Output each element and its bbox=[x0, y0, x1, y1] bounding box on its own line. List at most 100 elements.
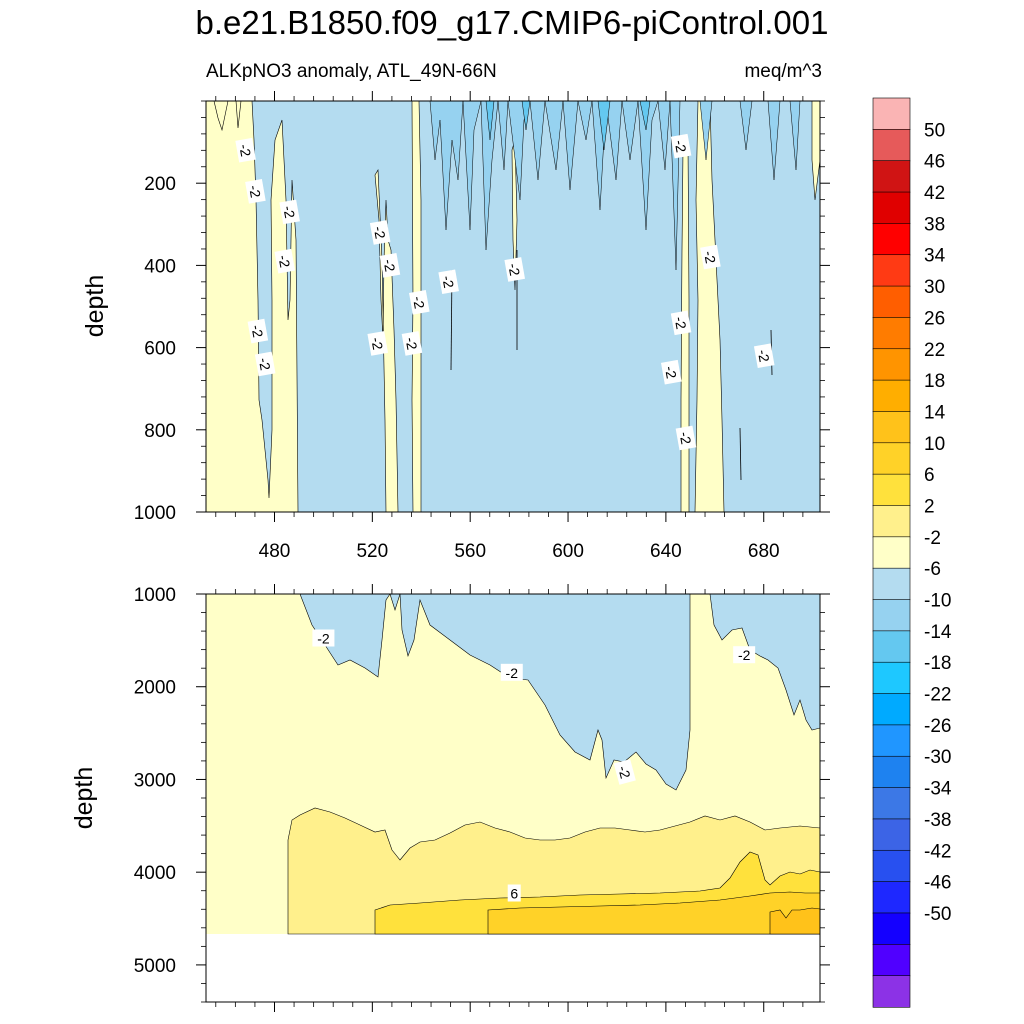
colorbar-swatch bbox=[872, 661, 911, 695]
top-dark-blue-spikes bbox=[429, 101, 801, 271]
contour-label-bg bbox=[367, 331, 389, 356]
y-tick-label: 1000 bbox=[134, 585, 176, 606]
bottom-blue-region-2 bbox=[709, 594, 820, 731]
contour-label: -2 bbox=[247, 318, 269, 344]
contour-label: -2 bbox=[504, 257, 525, 282]
contour-label: -2 bbox=[409, 289, 430, 315]
contour-label-text: -2 bbox=[368, 336, 386, 351]
colorbar-swatch bbox=[872, 473, 911, 507]
colorbar-label: 6 bbox=[924, 465, 935, 486]
contour-label-bg bbox=[401, 331, 423, 356]
colorbar-swatch bbox=[872, 129, 911, 162]
colorbar-swatch bbox=[872, 317, 911, 350]
colorbar-label: 30 bbox=[924, 277, 945, 298]
y-tick-label: 600 bbox=[144, 339, 176, 360]
colorbar-label: -46 bbox=[924, 873, 951, 894]
contour-label-bg bbox=[247, 318, 269, 344]
y-tick-label: 800 bbox=[144, 421, 176, 442]
colorbar-swatch bbox=[872, 285, 911, 319]
colorbar-swatch bbox=[872, 975, 911, 1008]
x-tick-label: 480 bbox=[259, 541, 291, 562]
contour-label-text: -2 bbox=[248, 324, 266, 339]
contour-label-text: -2 bbox=[701, 250, 719, 265]
x-tick-label: 520 bbox=[356, 541, 388, 562]
bottom-contour-labels: -2 -2 -2 -2 6 bbox=[312, 629, 756, 902]
contour-label: -2 bbox=[438, 269, 459, 295]
colorbar-label: 50 bbox=[924, 120, 945, 141]
bottom-panel bbox=[206, 594, 820, 935]
y-tick-label: 5000 bbox=[134, 956, 176, 977]
colorbar-label: -26 bbox=[924, 716, 951, 737]
y-tick-label: 4000 bbox=[134, 863, 176, 884]
contour-label-text: -2 bbox=[672, 315, 690, 330]
contour-label-bg bbox=[700, 244, 721, 270]
colorbar-swatch bbox=[872, 630, 911, 663]
contour-label-bg bbox=[660, 359, 682, 385]
contour-label: -2 bbox=[753, 343, 775, 369]
contour-label-text: -2 bbox=[275, 254, 293, 269]
contour-label: -2 bbox=[279, 199, 300, 225]
colorbar-label: -30 bbox=[924, 747, 951, 768]
contour-label-bg bbox=[753, 343, 775, 369]
colorbar-label: 42 bbox=[924, 183, 945, 204]
colorbar-label: -6 bbox=[924, 559, 941, 580]
colorbar-label: 34 bbox=[924, 246, 946, 267]
contour-label-text: -2 bbox=[738, 647, 751, 663]
colorbar-swatch bbox=[872, 881, 911, 914]
colorbar: 50 46 42 38 34 30 26 22 18 14 10 6 2 -2 -6 -10 -14 -18 -22… bbox=[872, 97, 952, 1008]
y-tick-label: 400 bbox=[144, 256, 176, 277]
contour-label: 6 bbox=[507, 884, 521, 902]
contour-label-bg bbox=[279, 199, 300, 225]
y-tick-label: 200 bbox=[144, 174, 176, 195]
colorbar-swatch bbox=[872, 944, 911, 977]
colorbar-swatch bbox=[872, 191, 911, 224]
colorbar-swatch bbox=[872, 379, 911, 413]
y-tick-label: 1000 bbox=[134, 503, 176, 524]
top-medium-blue-patches bbox=[485, 101, 651, 151]
panel-subtitle-variable: ALKpNO3 anomaly, ATL_49N-66N bbox=[206, 61, 497, 82]
colorbar-swatch bbox=[872, 599, 911, 632]
top-contour-line-1 bbox=[739, 427, 742, 481]
colorbar-label: -18 bbox=[924, 653, 951, 674]
contour-label-bg bbox=[438, 269, 459, 295]
contour-label-text: -2 bbox=[615, 764, 634, 780]
contour-label: -2 bbox=[670, 310, 692, 336]
colorbar-label: -38 bbox=[924, 810, 951, 831]
y-tick-label: 3000 bbox=[134, 770, 176, 791]
colorbar-label: -50 bbox=[924, 904, 951, 925]
colorbar-swatch bbox=[872, 724, 911, 757]
contour-label-text: -2 bbox=[439, 274, 457, 289]
colorbar-label: -2 bbox=[924, 528, 941, 549]
bottom-blue-region-3 bbox=[389, 594, 401, 612]
colorbar-label: -22 bbox=[924, 685, 951, 706]
colorbar-swatch bbox=[872, 442, 911, 475]
top-contour-labels: -2 -2 -2 -2 -2 -2 -2 -2 -2 -2 -2 -2 -2 -2 -2 -2 -2 -2 -2 bbox=[235, 133, 775, 451]
colorbar-swatch bbox=[872, 348, 911, 381]
colorbar-swatch bbox=[872, 787, 911, 820]
y-tick-label: 2000 bbox=[134, 678, 176, 699]
contour-label: -2 bbox=[613, 759, 636, 785]
colorbar-swatch bbox=[872, 755, 911, 789]
contour-label-bg bbox=[312, 629, 335, 647]
figure-title: b.e21.B1850.f09_g17.CMIP6-piControl.001 bbox=[195, 4, 829, 41]
contour-label-bg bbox=[504, 257, 525, 282]
colorbar-label: 46 bbox=[924, 152, 945, 173]
contour-label-bg bbox=[379, 253, 401, 278]
contour-label-text: -2 bbox=[236, 143, 254, 158]
colorbar-label: 14 bbox=[924, 402, 946, 423]
contour-label: -2 bbox=[500, 663, 523, 681]
contour-label: -2 bbox=[675, 425, 697, 451]
contour-label: -2 bbox=[660, 359, 682, 385]
contour-label: -2 bbox=[700, 244, 721, 270]
colorbar-swatch bbox=[872, 254, 911, 287]
colorbar-swatch bbox=[872, 160, 911, 193]
contour-label: -2 bbox=[401, 331, 423, 356]
contour-label-text: -2 bbox=[410, 295, 428, 310]
colorbar-label: 18 bbox=[924, 371, 945, 392]
contour-label: -2 bbox=[369, 220, 391, 245]
contour-label-bg bbox=[409, 289, 430, 315]
contour-label-text: 6 bbox=[510, 886, 518, 902]
contour-label-bg bbox=[670, 133, 692, 159]
contour-label-text: -2 bbox=[371, 225, 389, 240]
colorbar-swatch bbox=[872, 223, 911, 256]
